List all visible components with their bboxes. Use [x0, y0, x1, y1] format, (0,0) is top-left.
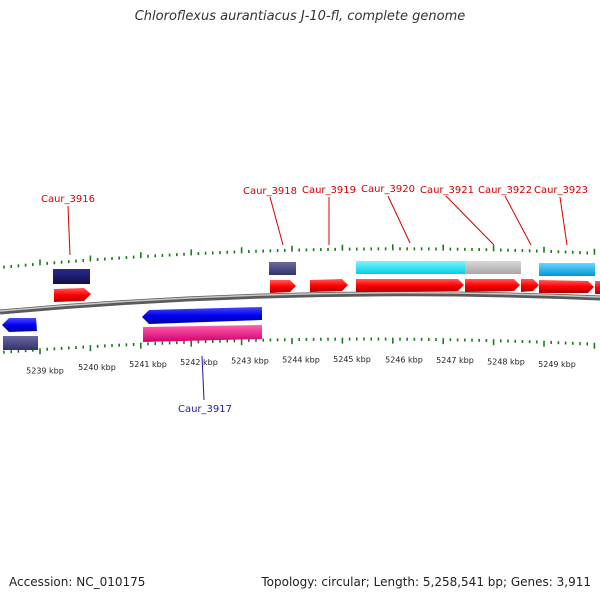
scale-labels: 5239 kbp 5240 kbp 5241 kbp 5242 kbp 5243 kbp… — [26, 355, 576, 375]
forward-gene-track — [53, 261, 595, 284]
gene-left-reverse[interactable] — [3, 336, 38, 350]
gene-caur-3918[interactable] — [269, 262, 296, 275]
scale-label: 5241 kbp — [129, 360, 167, 369]
label-caur-3917: Caur_3917 — [178, 404, 232, 415]
label-caur-3916: Caur_3916 — [41, 194, 95, 205]
scale-label: 5246 kbp — [385, 355, 423, 364]
cds-caur-3918[interactable] — [270, 280, 296, 293]
gene-caur-3920[interactable] — [356, 261, 465, 274]
genome-backbone — [0, 291, 600, 315]
leader-caur-3923 — [559, 196, 568, 246]
label-caur-3921: Caur_3921 — [420, 185, 474, 196]
leader-caur-3916 — [67, 205, 71, 256]
scale-label: 5244 kbp — [282, 355, 320, 364]
cds-caur-3916[interactable] — [54, 288, 91, 302]
cds-left-reverse[interactable] — [2, 318, 37, 332]
label-caur-3919: Caur_3919 — [302, 185, 356, 196]
label-caur-3923: Caur_3923 — [534, 185, 588, 196]
genome-title: Chloroflexus aurantiacus J-10-fl, comple… — [134, 9, 466, 24]
label-leaders — [67, 195, 568, 401]
label-caur-3922: Caur_3922 — [478, 185, 532, 196]
lower-tick-track — [3, 337, 596, 355]
leader-caur-3917 — [201, 355, 205, 401]
cds-caur-3919[interactable] — [310, 279, 348, 292]
cds-caur-3921[interactable] — [465, 279, 520, 292]
leader-caur-3918 — [269, 196, 284, 246]
label-caur-3918: Caur_3918 — [243, 186, 297, 197]
gene-caur-3917[interactable] — [143, 325, 262, 342]
cds-caur-3922[interactable] — [521, 279, 539, 292]
cds-caur-3917[interactable] — [142, 307, 262, 324]
gene-labels: Caur_3916 Caur_3918 Caur_3919 Caur_3920 … — [41, 184, 588, 415]
scale-label: 5239 kbp — [26, 366, 64, 375]
gene-caur-3923[interactable] — [539, 263, 595, 276]
gene-caur-3921[interactable] — [465, 261, 521, 274]
genome-summary-text: Topology: circular; Length: 5,258,541 bp… — [261, 575, 591, 589]
scale-label: 5240 kbp — [78, 363, 116, 372]
reverse-cds-track — [2, 307, 262, 332]
scale-label: 5248 kbp — [487, 358, 525, 367]
cds-next[interactable] — [595, 281, 600, 294]
scale-label: 5247 kbp — [436, 356, 474, 365]
cds-caur-3923[interactable] — [539, 280, 594, 293]
reverse-gene-track — [3, 325, 262, 350]
gene-caur-3916[interactable] — [53, 269, 90, 284]
label-caur-3920: Caur_3920 — [361, 184, 415, 195]
leader-caur-3922 — [504, 195, 532, 246]
leader-caur-3921 — [445, 195, 495, 246]
scale-label: 5249 kbp — [538, 360, 576, 369]
cds-caur-3920[interactable] — [356, 279, 464, 292]
forward-cds-track — [54, 279, 600, 302]
scale-label: 5242 kbp — [180, 358, 218, 367]
scale-label: 5245 kbp — [333, 355, 371, 364]
leader-caur-3920 — [387, 195, 411, 244]
upper-tick-track — [3, 244, 596, 269]
accession-text: Accession: NC_010175 — [9, 575, 146, 589]
scale-label: 5243 kbp — [231, 356, 269, 365]
